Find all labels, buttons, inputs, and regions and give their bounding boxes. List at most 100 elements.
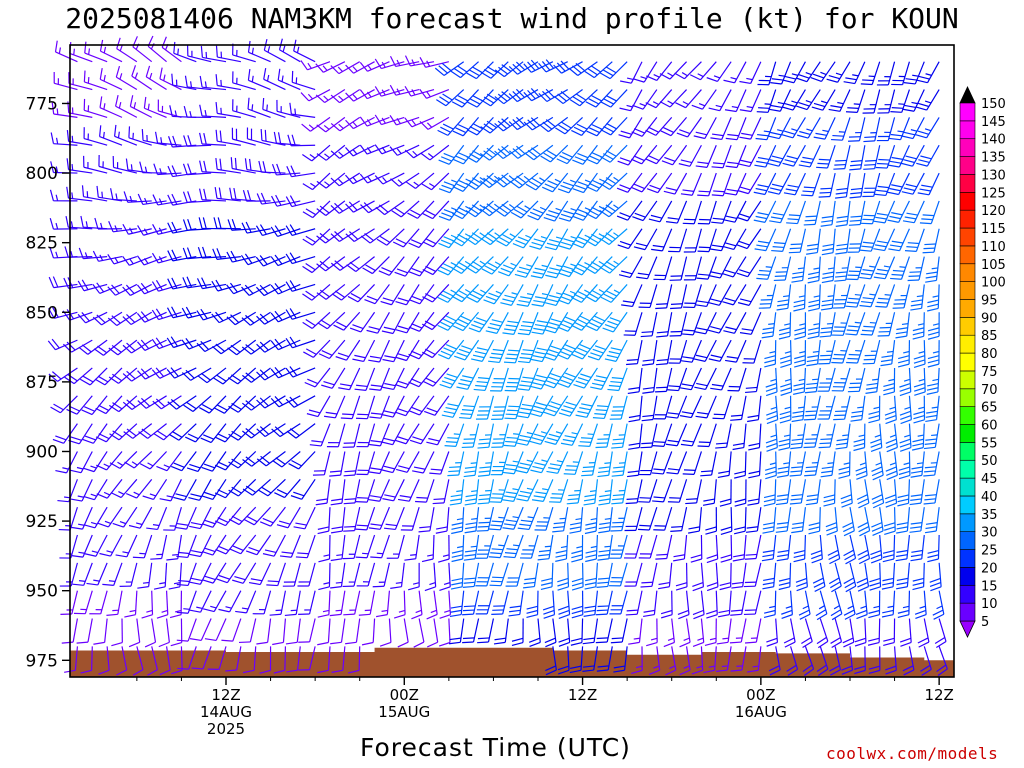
wind-barb-half xyxy=(163,464,170,468)
wind-barb-full xyxy=(111,315,121,324)
wind-barb-full xyxy=(83,467,95,473)
wind-barb-full xyxy=(321,349,333,356)
wind-barb-full xyxy=(596,609,609,612)
wind-barb xyxy=(50,132,78,146)
wind-barb-full xyxy=(285,641,298,645)
wind-barb-full xyxy=(293,526,305,530)
wind-barb-full xyxy=(141,129,144,141)
wind-barb xyxy=(368,339,390,363)
wind-barb xyxy=(270,338,301,351)
wind-barb-full xyxy=(81,344,92,353)
wind-barb-full xyxy=(152,194,159,206)
wind-barb xyxy=(316,116,346,133)
wind-barb xyxy=(49,218,78,230)
wind-barb xyxy=(84,534,108,557)
wind-barb xyxy=(53,71,78,91)
wind-barb-full xyxy=(137,370,146,380)
wind-barb-full xyxy=(230,314,240,323)
wind-barb-full xyxy=(383,437,395,442)
wind-barb-full xyxy=(383,465,395,470)
wind-barb-full xyxy=(215,45,218,58)
wind-barb-full xyxy=(508,349,520,352)
wind-barb-full xyxy=(200,437,212,444)
wind-barb-full xyxy=(246,515,258,523)
wind-barb-full xyxy=(697,194,709,197)
wind-barb-full xyxy=(317,641,329,646)
wind-barb xyxy=(139,161,167,174)
wind-barb-half xyxy=(71,135,74,143)
wind-barb-full xyxy=(124,614,136,618)
wind-barb xyxy=(309,423,331,447)
wind-barb-full xyxy=(289,280,297,291)
wind-barb-half xyxy=(398,609,406,613)
wind-barb-full xyxy=(175,526,187,530)
wind-barb-staff xyxy=(355,618,361,643)
wind-barb-full xyxy=(172,135,178,147)
wind-barb xyxy=(381,311,405,335)
wind-barb xyxy=(128,618,141,648)
wind-barb xyxy=(201,534,227,556)
wind-barb xyxy=(124,590,138,618)
wind-barb xyxy=(124,451,153,469)
wind-barb-full xyxy=(64,246,69,258)
wind-barb-half xyxy=(91,550,99,554)
wind-barb-full xyxy=(263,67,267,80)
wind-barb-full xyxy=(744,557,757,560)
wind-barb xyxy=(175,506,197,530)
wind-barb xyxy=(318,534,331,563)
wind-barb xyxy=(197,246,227,259)
wind-barb-full xyxy=(597,405,609,408)
wind-barb xyxy=(189,618,212,642)
wind-barb-full xyxy=(166,307,174,319)
wind-barb xyxy=(112,155,137,174)
wind-barb xyxy=(316,228,346,244)
wind-barb-full xyxy=(318,586,330,591)
wind-barb-full xyxy=(228,405,239,413)
wind-barb-full xyxy=(182,247,188,259)
wind-barb xyxy=(242,646,257,674)
wind-barb-full xyxy=(274,338,283,349)
wind-barb-full xyxy=(181,372,192,381)
wind-barb xyxy=(342,423,361,448)
wind-barb xyxy=(128,506,153,529)
wind-barb-full xyxy=(393,614,406,619)
wind-barb-full xyxy=(356,384,368,388)
wind-barb xyxy=(216,562,242,584)
wind-barb xyxy=(270,395,301,408)
wind-barb-full xyxy=(713,190,725,193)
wind-barb-full xyxy=(242,374,252,383)
wind-barb xyxy=(300,89,331,102)
wind-barb-half xyxy=(498,516,505,519)
wind-barb xyxy=(232,71,256,91)
wind-barb xyxy=(122,395,153,411)
wind-barb-half xyxy=(90,465,97,469)
wind-barb xyxy=(286,646,301,673)
wind-barb-full xyxy=(77,280,85,292)
wind-barb xyxy=(318,339,346,360)
wind-barb-full xyxy=(289,195,297,206)
wind-barb-half xyxy=(183,608,190,610)
wind-barb xyxy=(316,172,346,189)
wind-barb-full xyxy=(166,337,174,348)
wind-barb xyxy=(355,479,376,503)
wind-barb-full xyxy=(302,183,313,191)
wind-barb-half xyxy=(152,524,160,527)
wind-barb-full xyxy=(201,466,213,472)
wind-barb-half xyxy=(172,553,179,556)
wind-barb xyxy=(318,562,331,591)
wind-barb-half xyxy=(336,554,343,557)
wind-barb xyxy=(382,479,405,502)
wind-barb-full xyxy=(200,308,208,319)
wind-barb-full xyxy=(330,586,342,589)
wind-barb-full xyxy=(84,41,87,54)
wind-barb-full xyxy=(381,441,393,446)
wind-barb-full xyxy=(191,549,203,554)
wind-barb-half xyxy=(323,95,329,101)
wind-barb-full xyxy=(145,65,151,77)
wind-barb-full xyxy=(94,378,106,386)
wind-barb xyxy=(342,562,361,588)
wind-barb-half xyxy=(471,517,478,520)
wind-barb xyxy=(293,506,316,530)
wind-barb-full xyxy=(290,495,302,500)
wind-barb-full xyxy=(656,303,668,305)
